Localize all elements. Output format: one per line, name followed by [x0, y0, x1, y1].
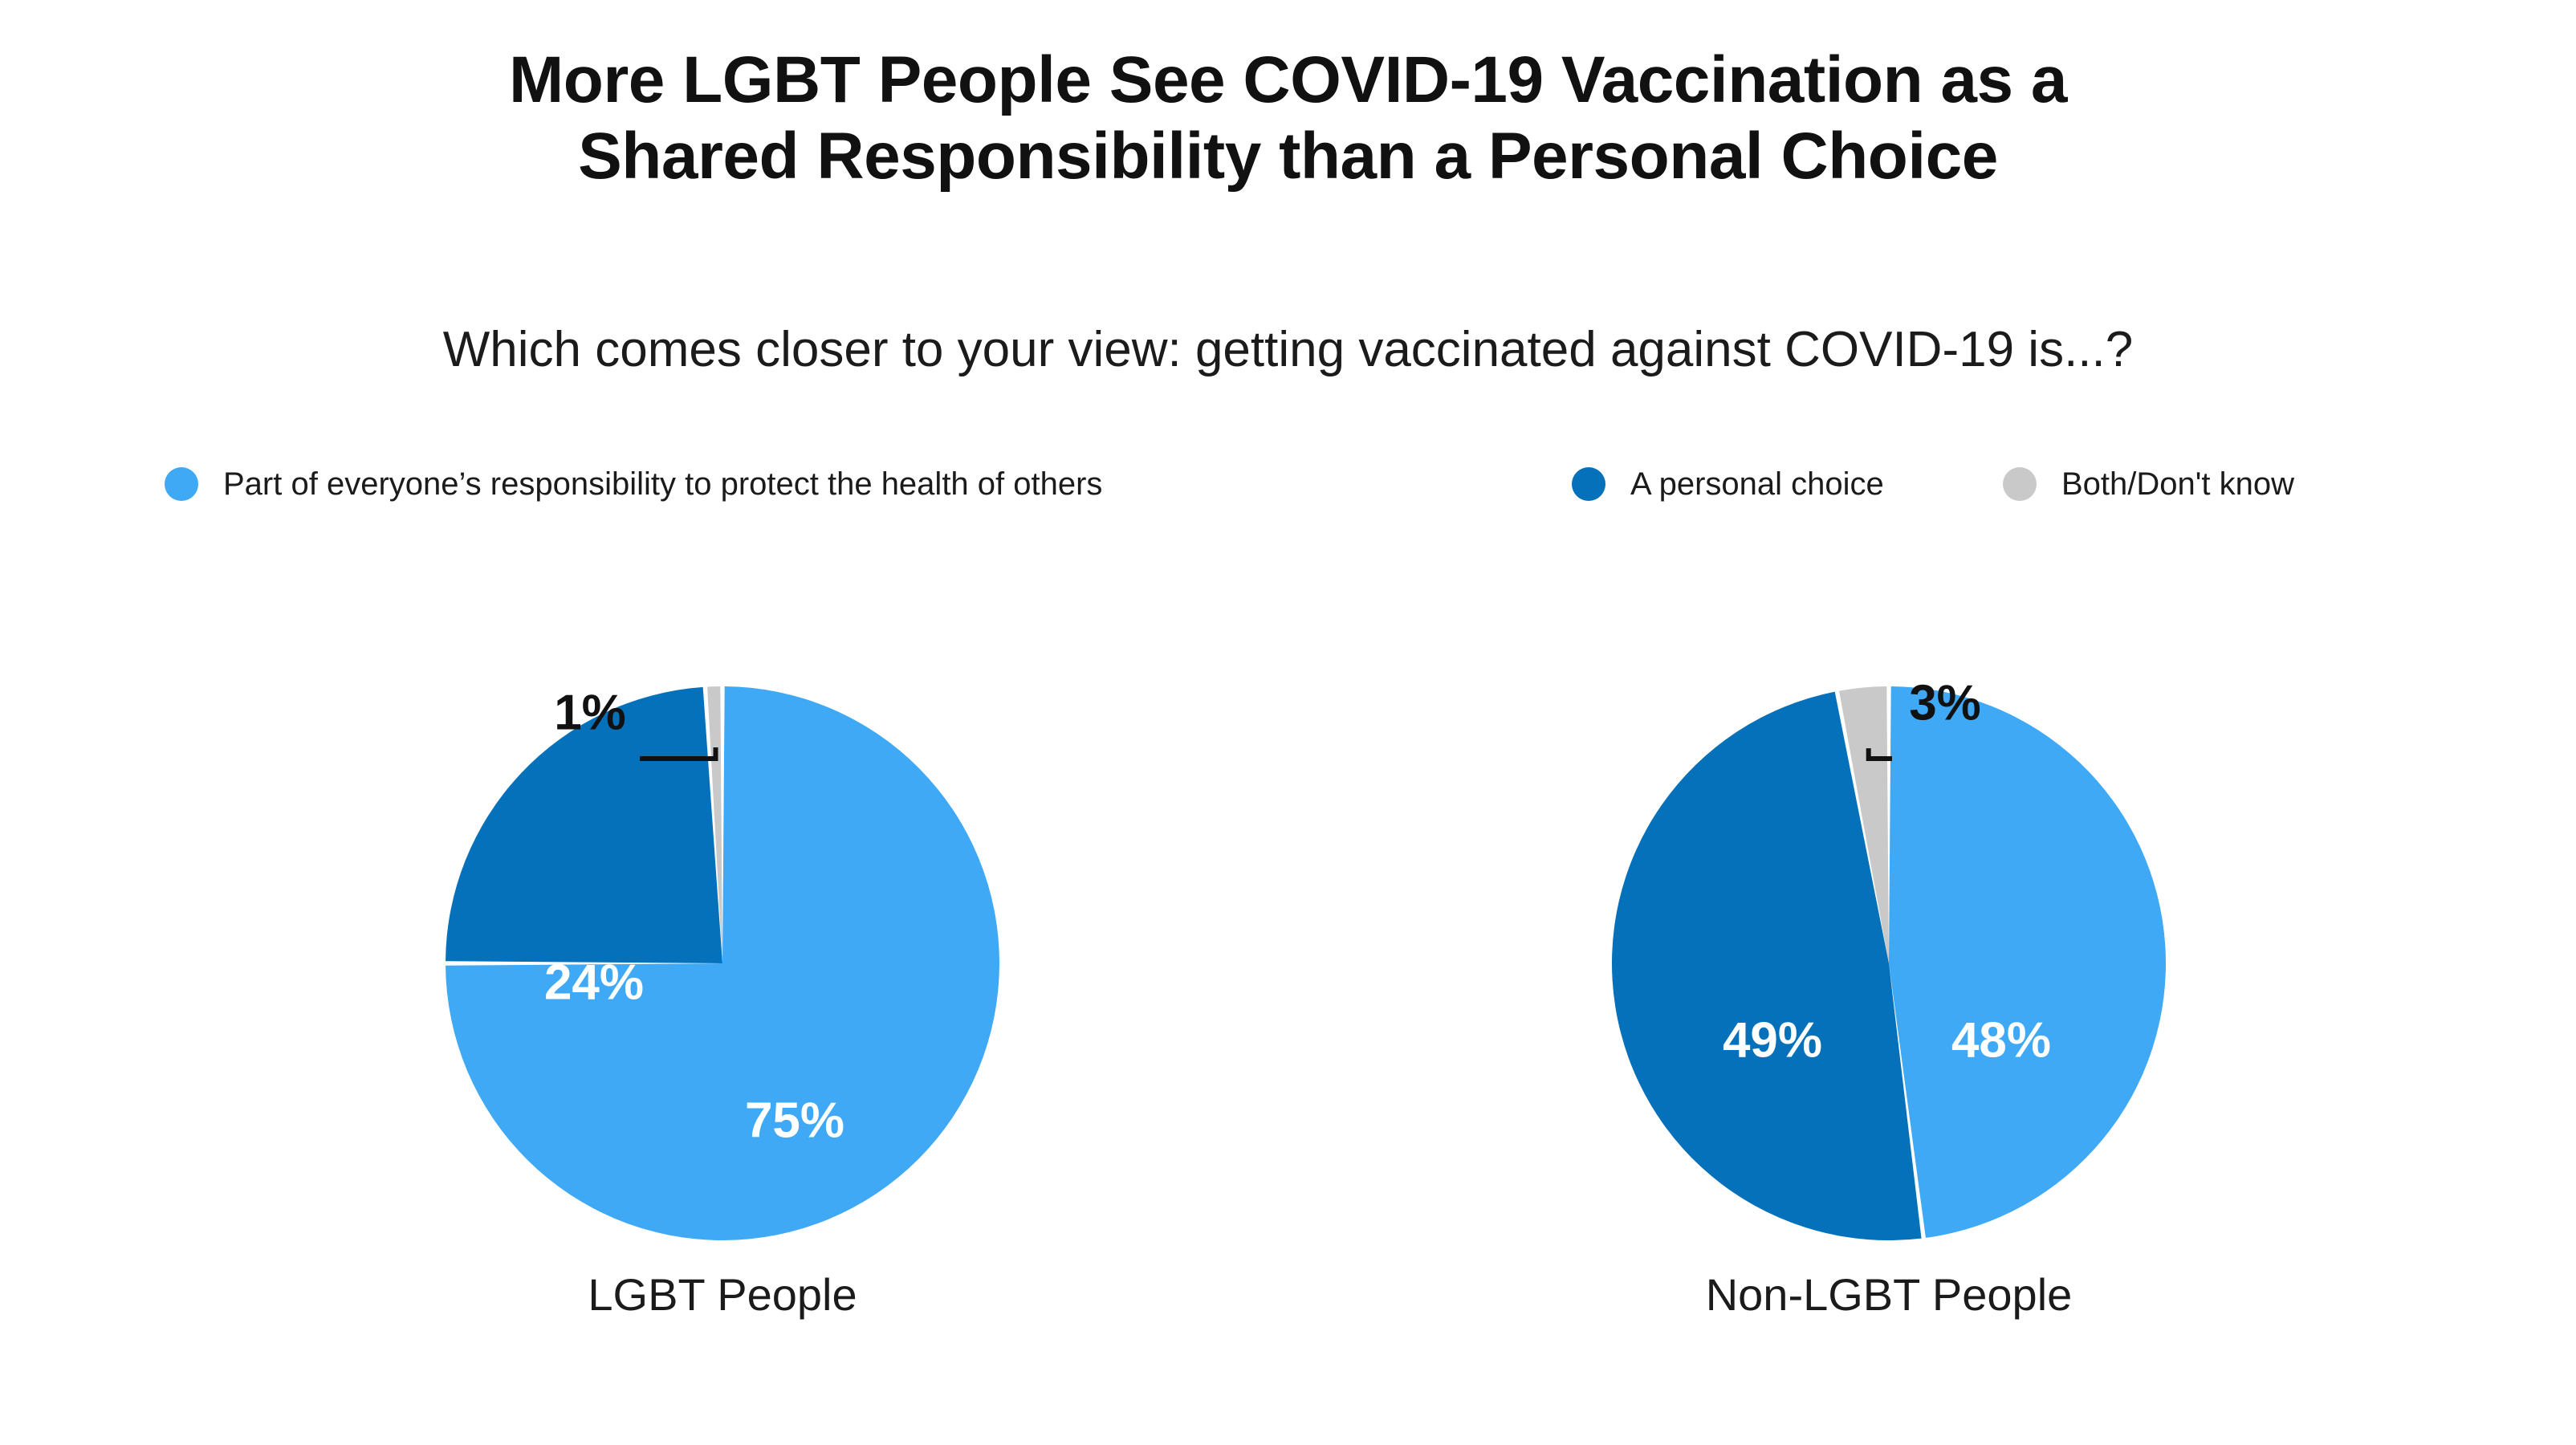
- pie-value-label-both-dont-know: 1%: [554, 685, 626, 740]
- pie-slice-responsibility[interactable]: [446, 686, 999, 1240]
- pie-slice-both-dont-know[interactable]: [707, 686, 722, 963]
- page-subtitle: Which comes closer to your view: getting…: [442, 322, 2134, 377]
- pie-slice-personal-choice[interactable]: [446, 686, 722, 963]
- callout-leader-line: [640, 747, 718, 761]
- pie-svg-lgbt-people: 75% 24% 1%: [446, 685, 999, 1240]
- page-title-line-1: More LGBT People See COVID-19 Vaccinatio…: [508, 43, 2068, 116]
- pie-slice-both-dont-know[interactable]: [1839, 686, 1889, 963]
- pie-value-label-both-dont-know: 3%: [1909, 675, 1981, 731]
- pie-slice-personal-choice[interactable]: [1611, 691, 1922, 1241]
- legend-label-personal-choice: A personal choice: [1630, 466, 1884, 502]
- pie-slices-lgbt-people: [446, 686, 999, 1240]
- pie-category-label-non-lgbt-people: Non-LGBT People: [1705, 1269, 2073, 1320]
- page-title-line-2: Shared Responsibility than a Personal Ch…: [578, 120, 1998, 193]
- legend-swatch-icon-responsibility: [165, 467, 198, 501]
- legend-item-both-dont-know[interactable]: Both/Don't know: [2003, 459, 2294, 509]
- pie-chart-non-lgbt-people: 48% 49% 3% Non-LGBT People: [1487, 562, 2290, 1405]
- pie-chart-lgbt-people: 75% 24% 1% LGBT People: [321, 562, 1124, 1405]
- legend-item-responsibility[interactable]: Part of everyone’s responsibility to pro…: [165, 459, 1102, 509]
- pie-value-label-responsibility: 48%: [1951, 1012, 2051, 1068]
- pie-slice-responsibility[interactable]: [1889, 686, 2167, 1238]
- legend-swatch-icon-both-dont-know: [2003, 467, 2037, 501]
- pie-value-label-personal-choice: 24%: [544, 955, 644, 1010]
- chart-legend: Part of everyone’s responsibility to pro…: [165, 459, 2436, 509]
- legend-label-responsibility: Part of everyone’s responsibility to pro…: [223, 466, 1103, 502]
- legend-item-personal-choice[interactable]: A personal choice: [1572, 459, 1884, 509]
- pie-svg-non-lgbt-people: 48% 49% 3%: [1611, 675, 2167, 1241]
- pie-value-label-personal-choice: 49%: [1723, 1012, 1822, 1068]
- callout-leader-line: [1866, 748, 1892, 761]
- page-title: More LGBT People See COVID-19 Vaccinatio…: [0, 42, 2576, 194]
- pie-category-label-lgbt-people: LGBT People: [588, 1269, 857, 1320]
- legend-label-both-dont-know: Both/Don't know: [2061, 466, 2295, 502]
- charts-row: 75% 24% 1% LGBT People 48% 49% 3% Non-LG…: [0, 562, 2576, 1405]
- pie-value-label-responsibility: 75%: [745, 1093, 844, 1148]
- legend-swatch-icon-personal-choice: [1572, 467, 1605, 501]
- pie-slices-non-lgbt-people: [1611, 686, 2167, 1241]
